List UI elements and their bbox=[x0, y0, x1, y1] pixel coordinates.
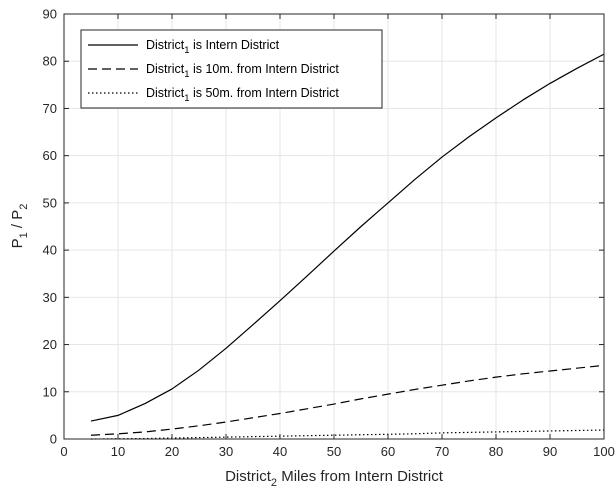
x-axis-label: District2 Miles from Intern District bbox=[225, 468, 444, 489]
x-axis-label-main: District bbox=[225, 468, 272, 485]
legend-entry-3-rest: is 50m. from Intern District bbox=[190, 86, 340, 100]
y-axis-label-sub1: 1 bbox=[18, 232, 30, 238]
y-tick-label: 50 bbox=[43, 195, 57, 210]
series-lines bbox=[90, 53, 605, 440]
legend-entry-1-rest: is Intern District bbox=[190, 38, 280, 52]
x-tick-labels: 0 10 20 30 40 50 60 70 80 90 100 bbox=[60, 444, 614, 459]
legend-entry-2-main: District bbox=[146, 62, 185, 76]
x-axis-label-sub: 2 bbox=[271, 477, 277, 489]
y-tick-label: 0 bbox=[50, 432, 57, 447]
x-tick-label: 90 bbox=[543, 444, 557, 459]
legend-entry-1: District1 is Intern District bbox=[146, 38, 280, 56]
legend-entry-2-sub: 1 bbox=[184, 69, 189, 80]
series-line-dashed bbox=[90, 364, 605, 436]
x-tick-label: 20 bbox=[165, 444, 179, 459]
legend-entry-2: District1 is 10m. from Intern District bbox=[146, 62, 339, 80]
y-tick-labels: 0 10 20 30 40 50 60 70 80 90 bbox=[43, 7, 57, 447]
legend: District1 is Intern District District1 i… bbox=[80, 29, 383, 109]
legend-entry-3: District1 is 50m. from Intern District bbox=[146, 86, 339, 104]
series-line-solid bbox=[90, 53, 605, 422]
x-axis-label-rest: Miles from Intern District bbox=[277, 468, 444, 485]
x-tick-label: 40 bbox=[273, 444, 287, 459]
y-axis-label-mid: / P bbox=[9, 210, 26, 233]
legend-entry-3-main: District bbox=[146, 86, 185, 100]
tick-marks bbox=[63, 13, 605, 440]
y-tick-label: 10 bbox=[43, 384, 57, 399]
y-axis-label-p1: P bbox=[9, 238, 26, 248]
y-tick-label: 70 bbox=[43, 101, 57, 116]
legend-entry-1-main: District bbox=[146, 38, 185, 52]
legend-entry-1-sub: 1 bbox=[184, 45, 189, 56]
x-tick-label: 100 bbox=[593, 444, 615, 459]
x-tick-label: 50 bbox=[327, 444, 341, 459]
legend-entry-2-rest: is 10m. from Intern District bbox=[190, 62, 340, 76]
y-tick-label: 30 bbox=[43, 290, 57, 305]
x-tick-label: 30 bbox=[219, 444, 233, 459]
y-axis-label: P1 / P2 bbox=[9, 204, 30, 249]
x-tick-label: 70 bbox=[435, 444, 449, 459]
y-tick-label: 80 bbox=[43, 54, 57, 69]
x-tick-label: 80 bbox=[489, 444, 503, 459]
y-tick-label: 90 bbox=[43, 7, 57, 22]
series-line-dotted bbox=[90, 429, 605, 440]
legend-entry-3-sub: 1 bbox=[184, 93, 189, 104]
y-tick-label: 60 bbox=[43, 148, 57, 163]
y-tick-label: 40 bbox=[43, 243, 57, 258]
x-tick-label: 10 bbox=[111, 444, 125, 459]
y-tick-label: 20 bbox=[43, 337, 57, 352]
x-tick-label: 0 bbox=[60, 444, 67, 459]
y-axis-label-sub2: 2 bbox=[18, 204, 30, 210]
x-tick-label: 60 bbox=[381, 444, 395, 459]
